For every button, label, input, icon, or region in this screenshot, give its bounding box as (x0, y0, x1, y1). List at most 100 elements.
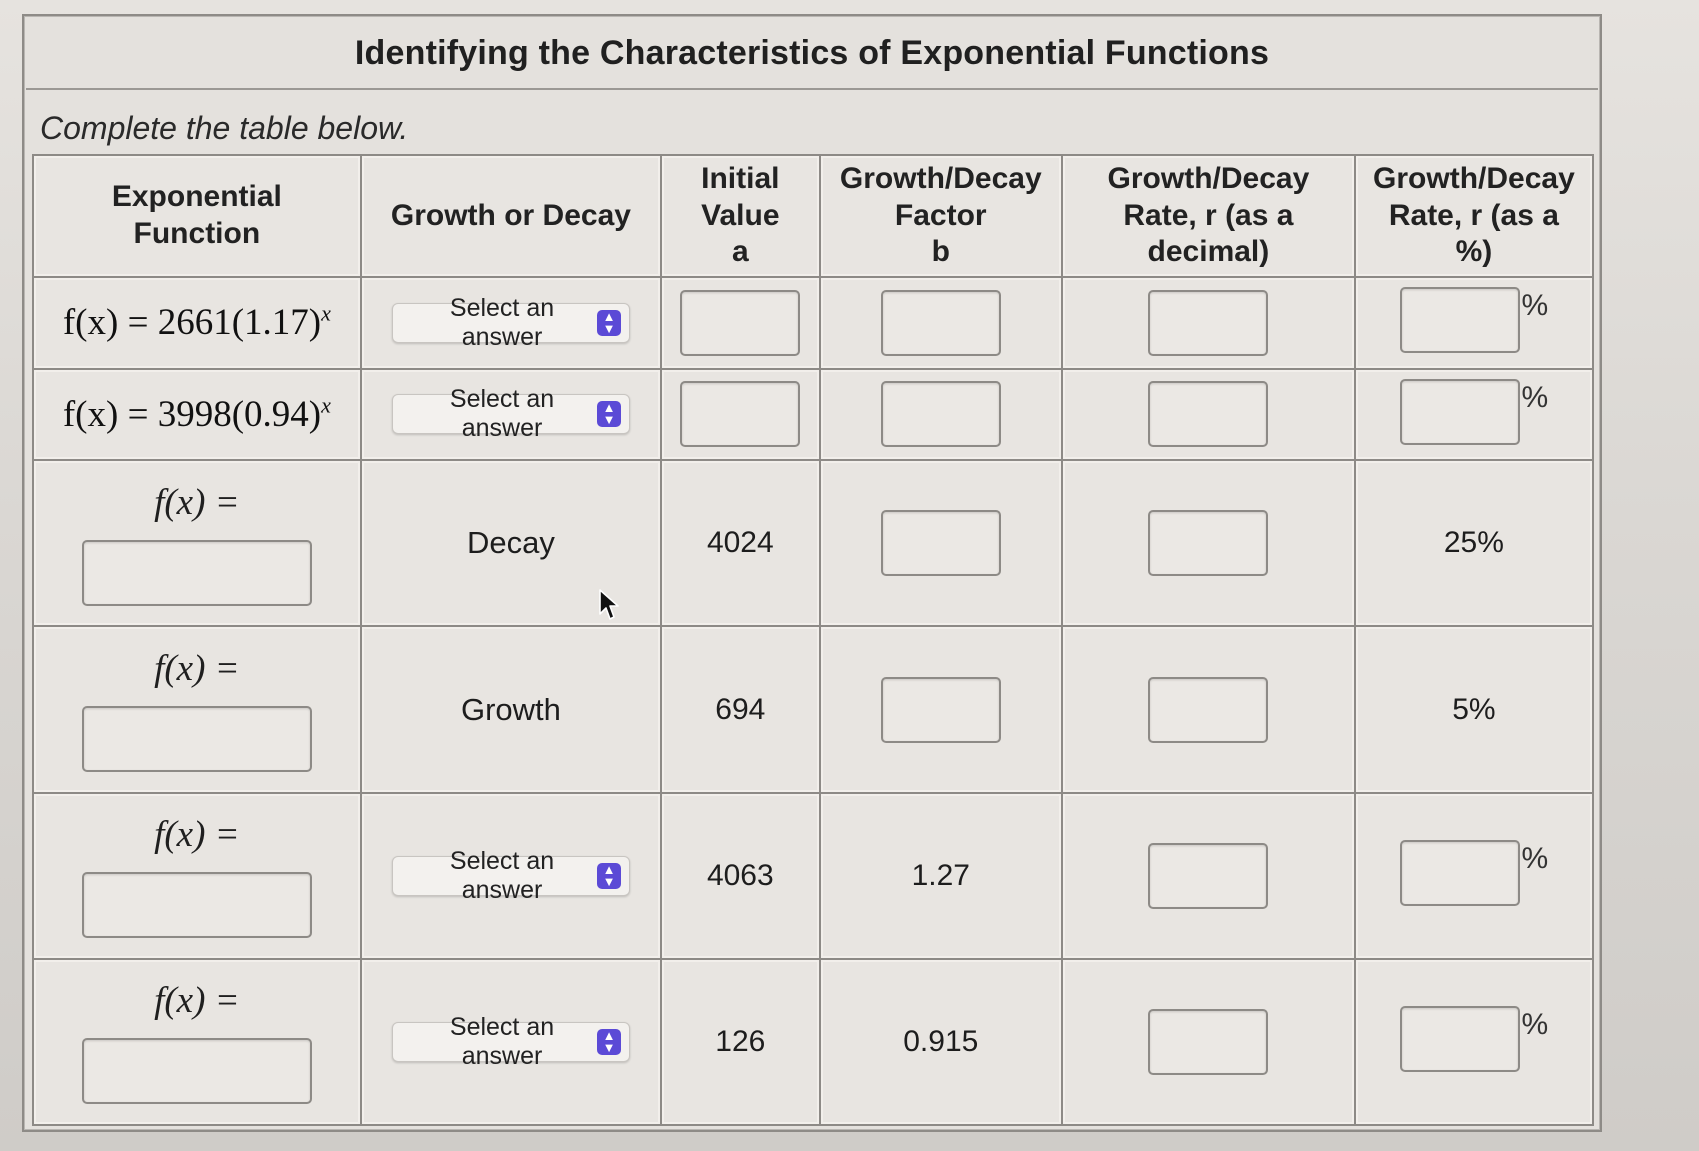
page-title: Identifying the Characteristics of Expon… (354, 33, 1270, 72)
growth-decay-cell: Growth (359, 625, 663, 794)
rate-percent-cell: % (1353, 791, 1595, 960)
updown-chevron-icon: ▲ ▼ (597, 1028, 621, 1055)
factor-cell: 1.27 (818, 791, 1064, 960)
exercise-panel: Identifying the Characteristics of Expon… (22, 14, 1602, 1132)
function-cell: f(x) = (32, 625, 362, 794)
percent-sign: % (1521, 1008, 1549, 1042)
percent-sign: % (1521, 842, 1549, 876)
growth-decay-select[interactable]: Select an answer ▲ ▼ (391, 847, 630, 904)
mouse-pointer-icon (599, 589, 619, 620)
factor-input[interactable] (880, 381, 1001, 448)
growth-decay-cell: Select an answer ▲ ▼ (359, 276, 663, 370)
function-cell: f(x) = (32, 459, 362, 628)
growth-decay-value: Growth (460, 691, 561, 727)
rate-decimal-input[interactable] (1148, 289, 1269, 356)
rate-decimal-input[interactable] (1148, 1008, 1269, 1075)
factor-cell: 0.915 (818, 957, 1064, 1127)
factor-input[interactable] (880, 510, 1001, 577)
rate-decimal-cell (1061, 791, 1356, 960)
initial-value-value: 4063 (706, 858, 774, 892)
rate-percent-cell: % (1353, 957, 1595, 1127)
factor-cell (818, 276, 1064, 370)
function-cell: f(x) = (32, 791, 362, 960)
factor-cell (818, 625, 1064, 794)
header-row: Exponential Function Growth or Decay Ini… (32, 154, 1595, 278)
rate-decimal-cell (1061, 367, 1356, 462)
rate-percent-input[interactable] (1399, 840, 1520, 907)
growth-decay-value: Decay (466, 525, 555, 561)
rate-percent-cell: % (1353, 367, 1595, 462)
initial-value-value: 4024 (706, 526, 774, 560)
rate-percent-cell: 25% (1353, 459, 1595, 628)
factor-cell (818, 367, 1064, 462)
initial-value-value: 694 (715, 692, 766, 726)
fx-label: f(x) = (154, 980, 240, 1022)
title-bar: Identifying the Characteristics of Expon… (26, 18, 1598, 90)
percent-sign: % (1521, 289, 1549, 323)
function-expression: f(x) = 3998(0.94)x (62, 392, 331, 436)
table-row: f(x) = Select an answer ▲ ▼ 126 0.915 % (32, 957, 1595, 1127)
initial-value-cell: 126 (660, 957, 821, 1127)
header-growth-or-decay: Growth or Decay (359, 154, 663, 278)
updown-chevron-icon: ▲ ▼ (597, 309, 621, 336)
growth-decay-cell: Select an answer ▲ ▼ (359, 957, 663, 1127)
initial-value-value: 126 (715, 1024, 766, 1058)
rate-decimal-input[interactable] (1148, 510, 1269, 577)
rate-decimal-cell (1061, 625, 1356, 794)
function-input[interactable] (81, 539, 312, 606)
rate-decimal-cell (1061, 459, 1356, 628)
fx-label: f(x) = (154, 648, 240, 689)
table-row: f(x) = Select an answer ▲ ▼ 4063 1.27 % (32, 791, 1595, 960)
rate-decimal-cell (1061, 276, 1356, 370)
growth-decay-select[interactable]: Select an answer ▲ ▼ (391, 385, 630, 442)
initial-value-input[interactable] (680, 381, 801, 448)
factor-cell (818, 459, 1064, 628)
rate-percent-value: 5% (1452, 692, 1496, 726)
function-input[interactable] (81, 1038, 312, 1105)
function-expression: f(x) = 2661(1.17)x (62, 301, 331, 344)
updown-chevron-icon: ▲ ▼ (597, 862, 621, 889)
function-cell: f(x) = 2661(1.17)x (32, 276, 362, 370)
initial-value-cell (660, 276, 821, 370)
table-row: f(x) = Decay 4024 25% (32, 459, 1595, 628)
rate-decimal-cell (1061, 957, 1356, 1127)
header-factor: Growth/Decay Factor b (818, 154, 1064, 278)
initial-value-cell: 4063 (660, 791, 821, 960)
factor-input[interactable] (880, 289, 1001, 356)
header-function: Exponential Function (32, 154, 362, 278)
initial-value-cell (660, 367, 821, 462)
initial-value-cell: 694 (660, 625, 821, 794)
factor-input[interactable] (880, 676, 1001, 743)
rate-percent-cell: 5% (1353, 625, 1595, 794)
rate-percent-input[interactable] (1399, 287, 1520, 354)
function-input[interactable] (81, 872, 312, 939)
rate-percent-input[interactable] (1399, 1006, 1520, 1073)
factor-value: 1.27 (911, 858, 970, 892)
function-input[interactable] (81, 706, 312, 772)
growth-decay-cell: Select an answer ▲ ▼ (359, 367, 663, 462)
table-row: f(x) = Growth 694 5% (32, 625, 1595, 794)
instructions: Complete the table below. (40, 110, 409, 146)
rate-percent-value: 25% (1443, 526, 1504, 560)
function-cell: f(x) = 3998(0.94)x (32, 367, 362, 462)
header-rate-decimal: Growth/Decay Rate, r (as a decimal) (1061, 154, 1356, 278)
header-initial-value: Initial Value a (660, 154, 821, 278)
header-rate-percent: Growth/Decay Rate, r (as a %) (1353, 154, 1595, 278)
percent-sign: % (1521, 380, 1549, 414)
rate-decimal-input[interactable] (1148, 676, 1269, 743)
growth-decay-cell: Select an answer ▲ ▼ (359, 791, 663, 960)
growth-decay-select[interactable]: Select an answer ▲ ▼ (391, 1013, 630, 1070)
table-row: f(x) = 3998(0.94)x Select an answer ▲ ▼ % (32, 367, 1595, 462)
growth-decay-select[interactable]: Select an answer ▲ ▼ (391, 294, 630, 351)
factor-value: 0.915 (903, 1024, 979, 1058)
updown-chevron-icon: ▲ ▼ (597, 401, 621, 428)
rate-percent-cell: % (1353, 276, 1595, 370)
fx-label: f(x) = (154, 814, 240, 856)
rate-percent-input[interactable] (1399, 378, 1520, 445)
fx-label: f(x) = (154, 481, 240, 523)
table-row: f(x) = 2661(1.17)x Select an answer ▲ ▼ % (32, 276, 1595, 370)
initial-value-input[interactable] (680, 289, 801, 356)
rate-decimal-input[interactable] (1148, 381, 1269, 448)
function-cell: f(x) = (32, 957, 362, 1127)
rate-decimal-input[interactable] (1148, 842, 1269, 909)
